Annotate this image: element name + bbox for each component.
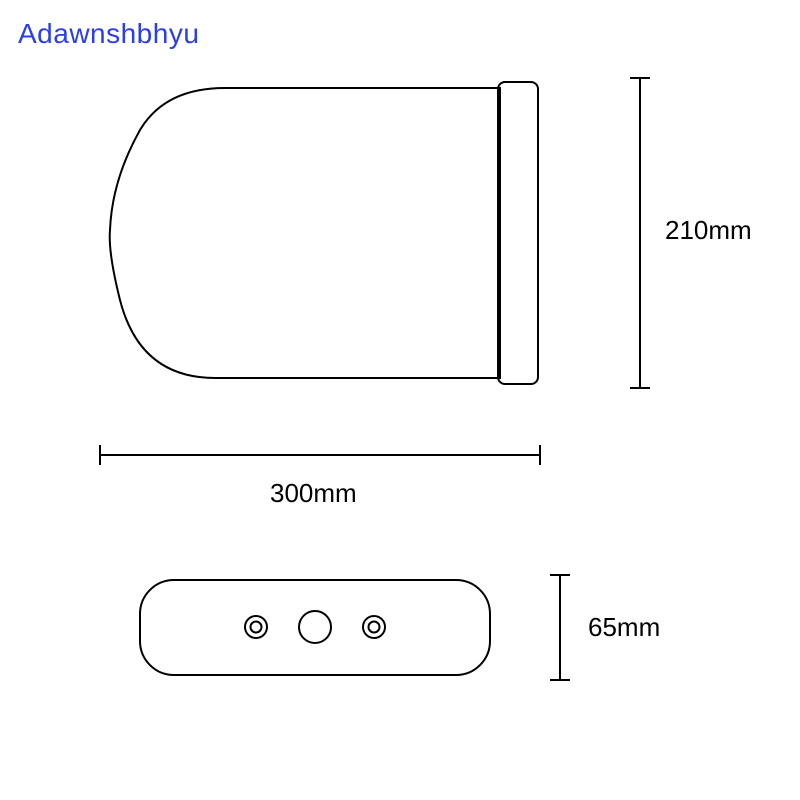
hole-left-inner (251, 622, 262, 633)
end-view-outline (140, 580, 490, 675)
width-dimension (100, 445, 540, 465)
end-view-rect (140, 580, 490, 675)
dimension-diagram (0, 0, 800, 800)
width-label: 300mm (270, 478, 357, 509)
end-height-dimension (550, 575, 570, 680)
height-label: 210mm (665, 215, 752, 246)
end-height-label: 65mm (588, 612, 660, 643)
hole-left-outer (245, 616, 267, 638)
hole-right-inner (369, 622, 380, 633)
top-view-outline (110, 82, 538, 384)
hole-center (299, 611, 331, 643)
end-cap (498, 82, 538, 384)
hole-right-outer (363, 616, 385, 638)
height-dimension (630, 78, 650, 388)
watermark-text: Adawnshbhyu (18, 18, 199, 50)
body-outline (110, 88, 500, 378)
